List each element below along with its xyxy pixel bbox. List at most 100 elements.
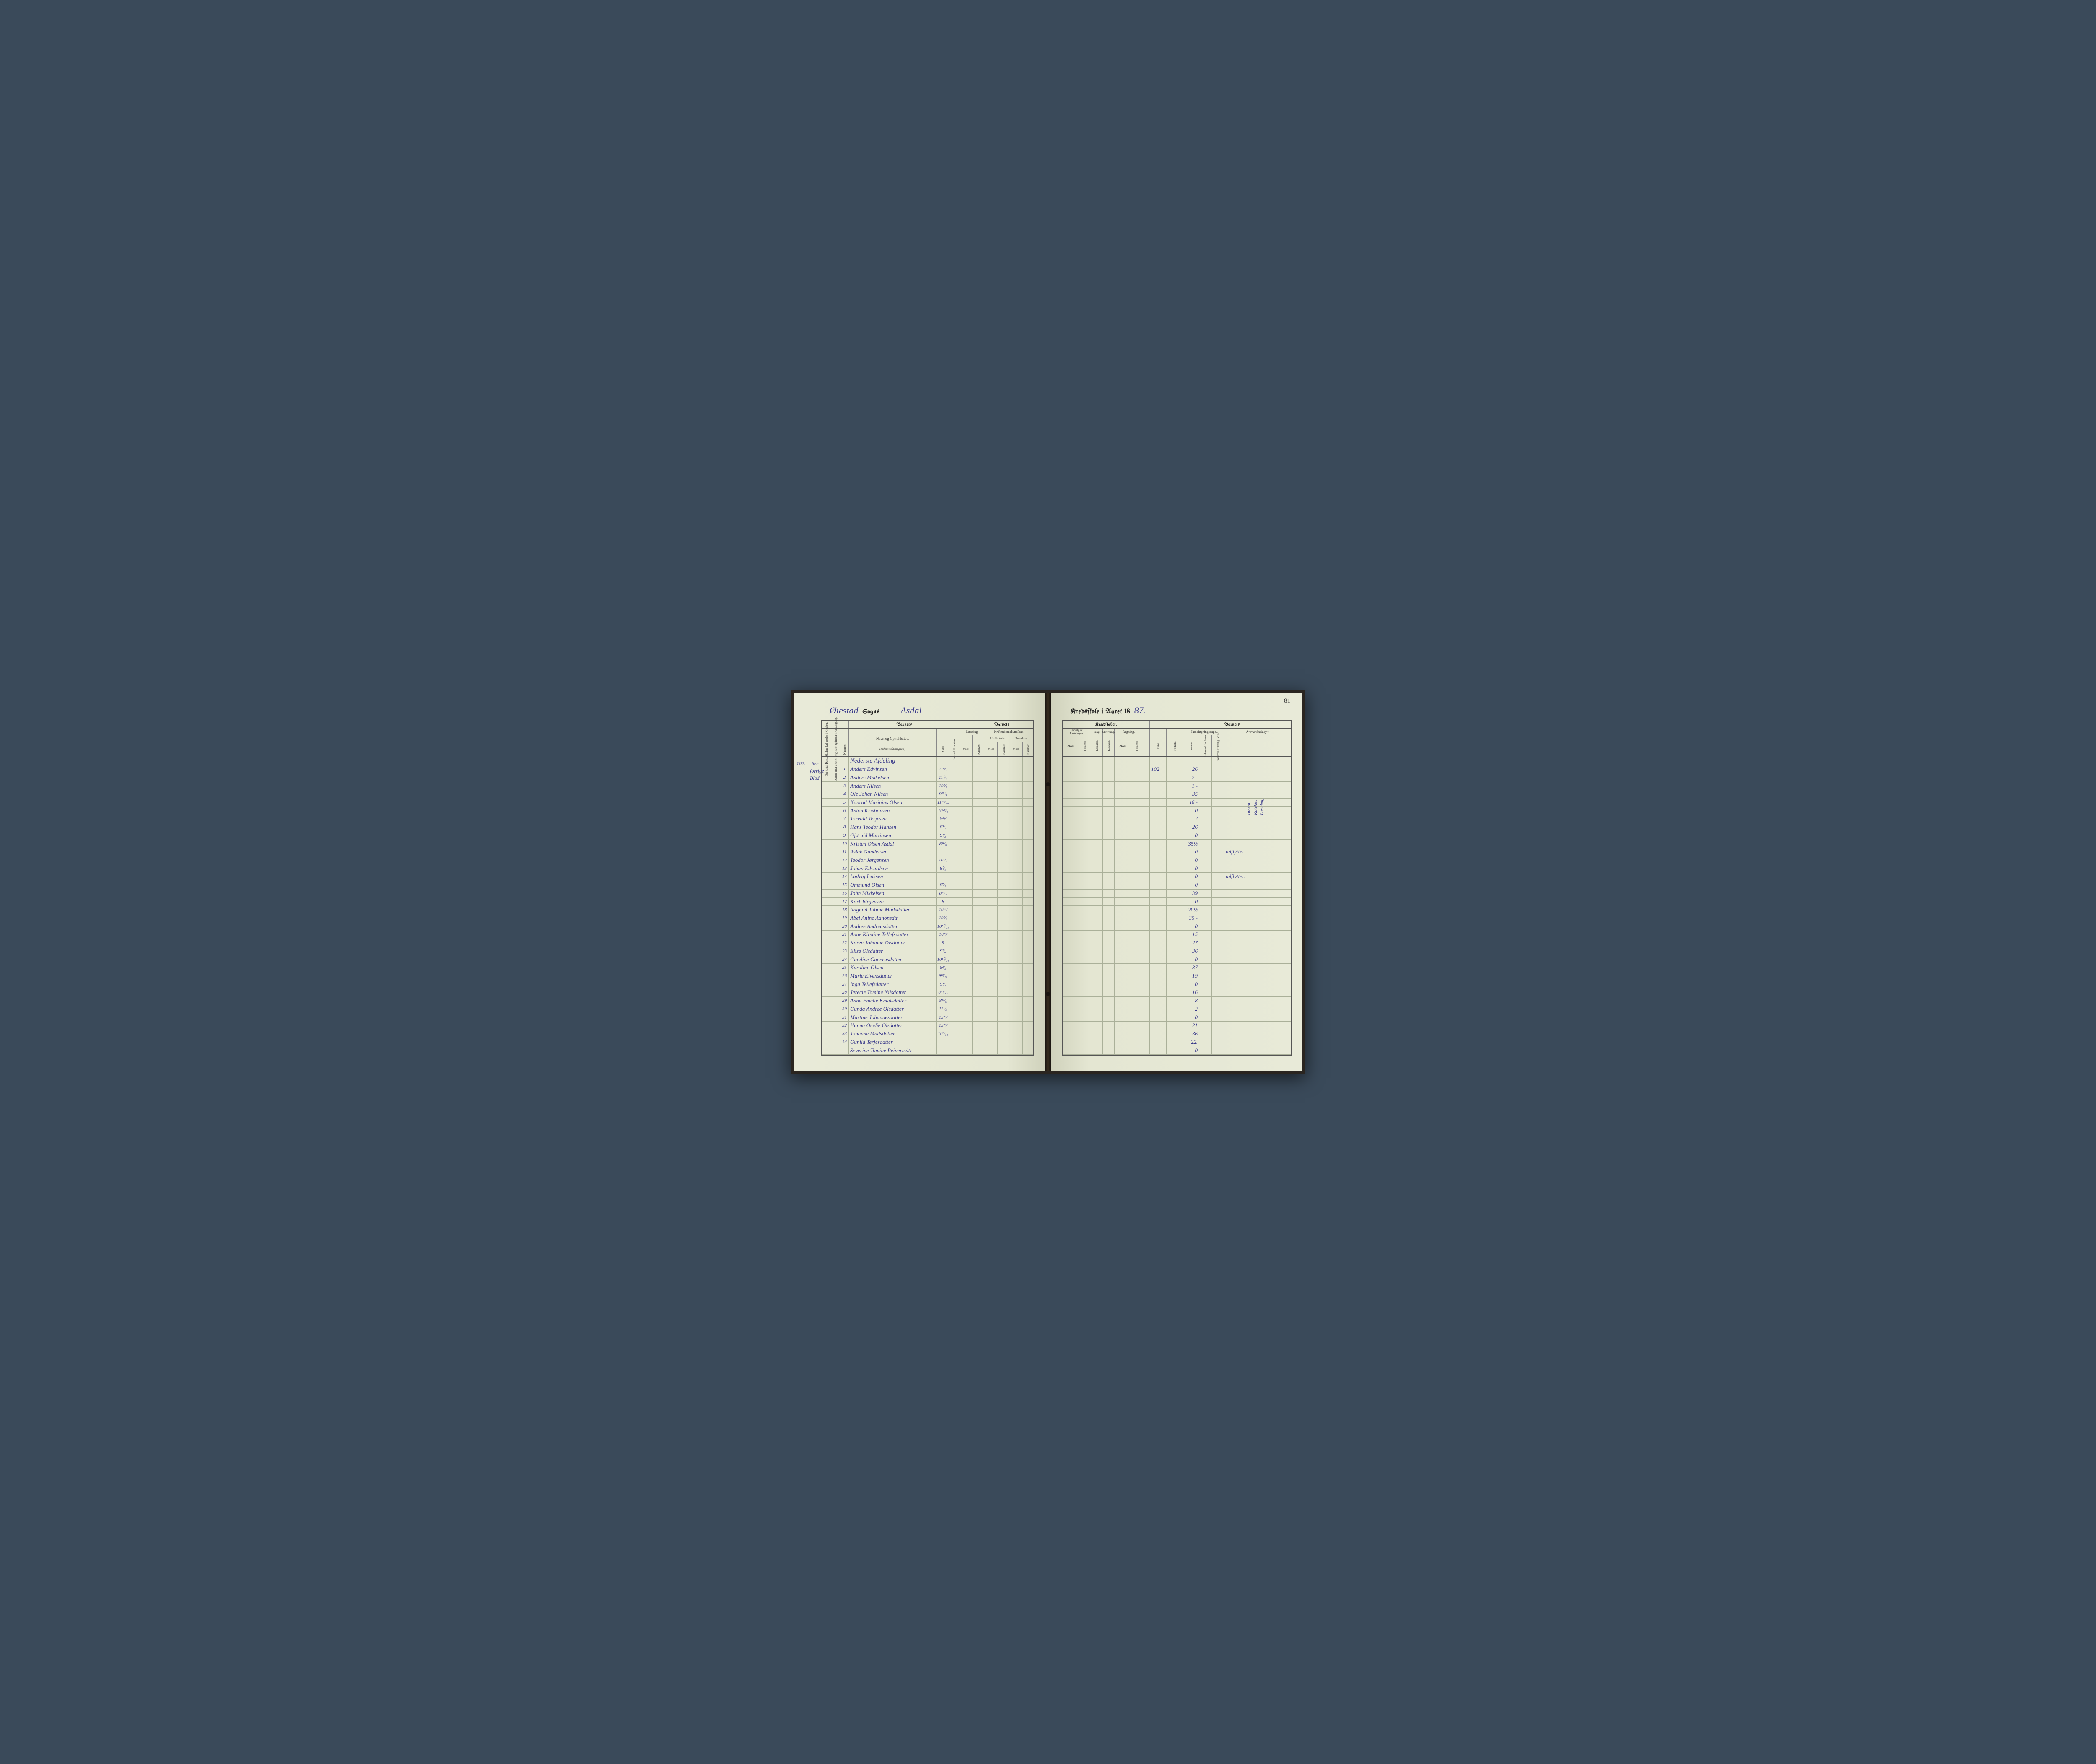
- row-name: Ludvig Isaksen: [850, 873, 883, 880]
- table-row: 39: [1063, 890, 1291, 898]
- left-rows: Nederste Afdeling1Anders Edvinsen11⁴⁄₅2A…: [822, 757, 1033, 1055]
- troes-label: Troeslære.: [1010, 735, 1033, 742]
- row-number: 1: [843, 767, 846, 772]
- table-row: 5Konrad Marinius Olsen11⁵⁸⁄₁₀: [822, 799, 1033, 807]
- left-header-4: Det Antal Dage, Skolen ſkal holdes i Kre…: [822, 742, 1033, 757]
- row-number: 30: [842, 1007, 847, 1012]
- table-row: 36: [1063, 947, 1291, 956]
- table-row: 30Gunda Andree Olsdatter11¹⁄₆: [822, 1005, 1033, 1014]
- row-age: 10²⁄₇: [939, 783, 947, 789]
- regn-label: Regning.: [1115, 729, 1143, 735]
- row-name: John Mikkelsen: [850, 890, 884, 897]
- barnets-label-1: Barnets: [849, 721, 960, 728]
- row-name: Karl Jørgensen: [850, 898, 884, 905]
- table-row: 35 -: [1063, 914, 1291, 923]
- table-row: 21: [1063, 1022, 1291, 1030]
- table-row: 24Gundine Gunerusdatter10¹⁰⁄₁₄: [822, 955, 1033, 964]
- table-row: 14Ludvig Isaksen: [822, 873, 1033, 881]
- row-age: 11⁴⁄₅: [939, 767, 947, 772]
- row-age: 9²⁄₆: [940, 949, 946, 954]
- row-age: 9³²⁄: [940, 816, 946, 821]
- row-age: 11⁵⁸⁄₁₀: [937, 800, 949, 805]
- row-modte: 8: [1195, 997, 1198, 1004]
- anm-label: Anmærkninger.: [1224, 729, 1291, 735]
- kar-r1: Karakter.: [1084, 740, 1087, 751]
- book-spine: [1045, 693, 1051, 1071]
- row-age: 8: [942, 899, 944, 904]
- row-modte: 0: [1195, 981, 1198, 988]
- row-number: 26: [842, 973, 847, 978]
- row-modte: 0: [1195, 807, 1198, 814]
- row-modte: 7 -: [1192, 774, 1198, 781]
- row-modte: 35: [1192, 791, 1198, 797]
- row-name: Karoline Olsen: [850, 964, 883, 971]
- right-header-3: Maal. Karakter. Karakter. Karakter. Maal…: [1063, 735, 1291, 757]
- row-name: Kristen Olsen Asdal: [850, 840, 894, 847]
- table-row: 0: [1063, 1046, 1291, 1055]
- table-row: 11 Aslak Gundersen: [822, 848, 1033, 856]
- row-name: Anne Kirstine Tellefsdatter: [850, 931, 909, 938]
- table-row: 2: [1063, 815, 1291, 823]
- row-name: Abel Anine Aanonsdtr: [850, 915, 898, 921]
- row-modte: 35 -: [1189, 915, 1198, 921]
- row-name: Gjøruld Martinsen: [850, 832, 891, 839]
- row-age: 13²⁴⁄: [939, 1023, 947, 1028]
- table-row: 9 Gjøruld Martinsen 9²⁄₃: [822, 831, 1033, 840]
- row-modte: 19: [1192, 973, 1198, 979]
- row-modte: 22.: [1191, 1039, 1198, 1045]
- table-row: 2: [1063, 1005, 1291, 1014]
- table-row: 0: [1063, 856, 1291, 865]
- row-modte: 1 -: [1192, 783, 1198, 789]
- row-name: Teodor Jørgensen: [850, 857, 889, 864]
- row-age: 8²⁄₂: [940, 965, 946, 970]
- row-number: 25: [842, 965, 847, 970]
- row-number: 2: [843, 775, 846, 780]
- vnote-3: Læsebog: [1259, 756, 1264, 815]
- row-name: Marie Elvensdatter: [850, 973, 892, 979]
- section-header-row: Nederste Afdeling: [822, 757, 1033, 765]
- table-row: 3Anders Nilsen10²⁄₇: [822, 782, 1033, 790]
- row-number: 9: [843, 833, 846, 838]
- maal-2: Maal.: [985, 742, 998, 756]
- row-name: Aslak Gundersen: [850, 848, 887, 855]
- row-age: 10²⁸⁄₅: [938, 808, 948, 813]
- table-row: 25Karoline Olsen 8²⁄₂: [822, 964, 1033, 972]
- row-number: 23: [842, 949, 847, 954]
- row-name: Johanne Madsdatter: [850, 1030, 895, 1037]
- row-modte: 39: [1192, 890, 1198, 897]
- left-header-1: Barnets Barnets: [822, 721, 1033, 729]
- page-number: 81: [1284, 698, 1290, 705]
- table-row: 18Ragnild Tobine Madsdatter10¹⁷⁄: [822, 906, 1033, 914]
- table-row: 0udflyttet.: [1063, 848, 1291, 856]
- row-age: 9²⁄₃: [940, 833, 946, 838]
- row-name: Anton Kristiansen: [850, 807, 890, 814]
- vnote-1: Bibelh.: [1247, 756, 1252, 815]
- right-title-row: Kredsſkole i Aaret 1887.: [1062, 705, 1292, 716]
- row-age: 8⁰⁄₃: [940, 866, 947, 871]
- table-row: 19Abel Anine Aanonsdtr10²⁄₂: [822, 914, 1033, 923]
- row-age: 10¹⁰⁄₁₁: [937, 924, 949, 929]
- table-row: 0: [1063, 955, 1291, 964]
- sogns-label: Sogns: [862, 708, 879, 715]
- row-number: 34: [842, 1040, 847, 1045]
- krist-label: Kriſtendomskundſkab.: [985, 729, 1033, 735]
- table-row: 20½: [1063, 906, 1291, 914]
- row-modte: 36: [1192, 1030, 1198, 1037]
- row-age: 10⁷⁄₂: [939, 858, 947, 863]
- kredsskole-label: Kredsſkole i Aaret 18: [1070, 708, 1130, 716]
- left-header-3: Navn og Opholdsſted. Bibelhiſtorie. Troe…: [822, 735, 1033, 742]
- row-name: Torvald Terjesen: [850, 815, 887, 822]
- table-row: 13Johan Edvardsen8⁰⁄₃: [822, 864, 1033, 873]
- row-modte: 0: [1195, 857, 1198, 864]
- table-row: 16: [1063, 988, 1291, 997]
- kar-r2: Karakter.: [1095, 740, 1099, 751]
- table-row: 21Anne Kirstine Tellefsdatter10²³⁄: [822, 931, 1033, 939]
- table-row: 0: [1063, 864, 1291, 873]
- row-modte: 0: [1195, 898, 1198, 905]
- table-row: 0: [1063, 831, 1291, 840]
- bibel-label: Bibelhiſtorie.: [985, 735, 1010, 742]
- navn-label: Navn og Opholdsſted.: [876, 737, 909, 741]
- kar-r4: Karakter.: [1136, 740, 1139, 751]
- row-number: 11: [842, 849, 846, 854]
- row-age: 10⁷⁄₁₀: [938, 1031, 948, 1036]
